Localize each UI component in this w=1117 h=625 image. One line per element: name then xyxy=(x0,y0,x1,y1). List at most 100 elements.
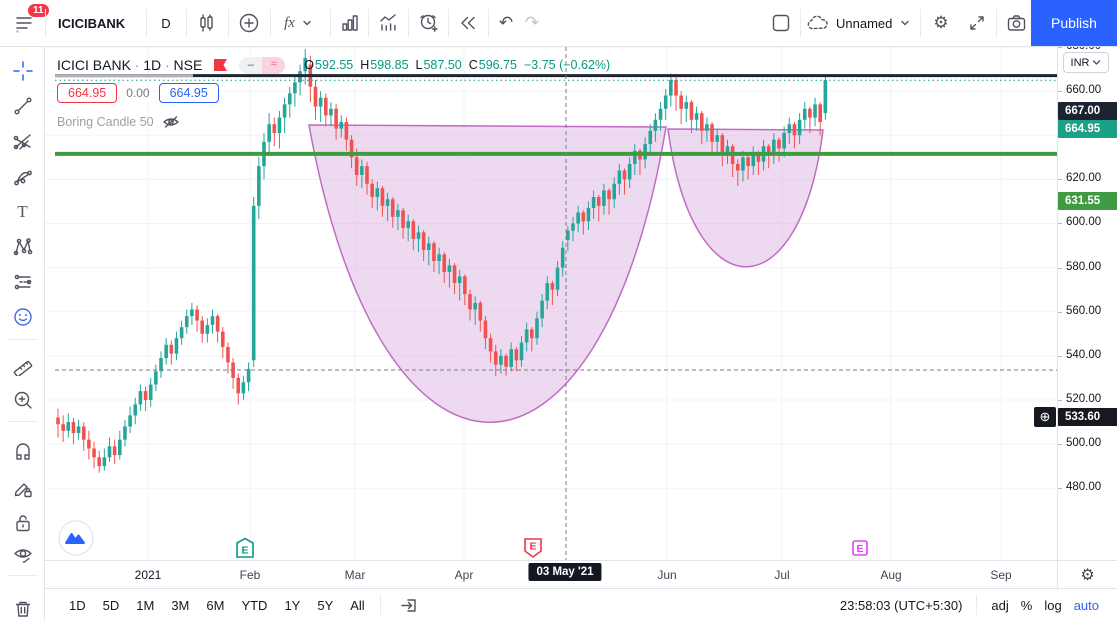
buy-button[interactable]: 664.95 xyxy=(158,83,219,103)
price-axis[interactable]: 700.00680.00660.00640.00620.00600.00580.… xyxy=(1057,47,1117,588)
range-button-ytd[interactable]: YTD xyxy=(241,597,268,613)
hide-drawings-button[interactable] xyxy=(4,539,41,571)
adjust-data-button[interactable]: adj xyxy=(991,597,1009,613)
clock[interactable]: 23:58:03 (UTC+5:30) xyxy=(839,597,963,613)
fx-icon: fx xyxy=(284,14,295,31)
alert-button[interactable] xyxy=(412,0,444,46)
legend-interval[interactable]: 1D xyxy=(143,57,162,73)
goto-date-button[interactable] xyxy=(392,593,426,617)
emoji-tool-button[interactable] xyxy=(4,301,41,333)
ruler-icon xyxy=(13,360,32,376)
rewind-icon xyxy=(461,16,475,30)
save-layout-button[interactable]: Unnamed xyxy=(806,0,918,46)
sell-button[interactable]: 664.95 xyxy=(57,83,118,103)
line-631-badge: 631.55 xyxy=(1058,192,1117,210)
replay-button[interactable] xyxy=(452,0,484,46)
time-label: Jul xyxy=(774,568,790,582)
notification-badge: 11 xyxy=(28,4,49,17)
range-button-5d[interactable]: 5D xyxy=(102,597,120,613)
auto-scale-button[interactable]: auto xyxy=(1073,597,1099,613)
range-button-all[interactable]: All xyxy=(350,597,365,613)
stay-drawing-mode-button[interactable] xyxy=(4,473,41,505)
change-value: −3.75 (−0.62%) xyxy=(523,58,611,72)
lock-drawings-button[interactable] xyxy=(4,507,41,539)
layout-button[interactable] xyxy=(764,0,798,46)
cup-and-handle-pattern xyxy=(308,124,824,423)
earnings-marker[interactable]: E xyxy=(520,535,546,560)
range-button-5y[interactable]: 5Y xyxy=(317,597,334,613)
time-label: 2021 xyxy=(134,568,162,582)
range-button-3m[interactable]: 3M xyxy=(171,597,190,613)
candles-icon xyxy=(200,14,213,32)
time-label: Feb xyxy=(239,568,261,582)
chevron-down-icon xyxy=(303,20,311,26)
earnings-marker[interactable]: E xyxy=(232,535,258,560)
log-scale-button[interactable]: log xyxy=(1044,597,1062,613)
redo-button[interactable]: ↷ xyxy=(524,13,540,32)
approx-icon: ≈ xyxy=(262,56,286,74)
price-chart[interactable] xyxy=(45,47,1057,560)
indicator-templates-button[interactable] xyxy=(372,0,404,46)
range-button-1m[interactable]: 1M xyxy=(136,597,155,613)
flag-icon[interactable] xyxy=(212,57,229,73)
undo-button[interactable]: ↶ xyxy=(498,13,514,32)
pattern-tool-button[interactable] xyxy=(4,231,41,263)
zoom-in-tool-button[interactable] xyxy=(4,385,41,417)
text-tool-button[interactable]: T xyxy=(17,202,28,221)
eye-off-icon[interactable] xyxy=(162,114,180,130)
candles xyxy=(56,49,828,473)
range-button-6m[interactable]: 6M xyxy=(206,597,225,613)
axis-settings-button[interactable]: ⚙ xyxy=(1057,560,1117,588)
fib-lines-icon xyxy=(13,134,31,150)
arc-tool-button[interactable] xyxy=(4,161,41,193)
time-label: Sep xyxy=(990,568,1012,582)
trend-line-tool-button[interactable] xyxy=(4,90,41,122)
crosshair-tool-button[interactable] xyxy=(4,55,41,87)
interval-button[interactable]: D xyxy=(161,15,171,31)
settings-button[interactable]: ⚙ xyxy=(933,13,949,32)
time-label: Aug xyxy=(880,568,902,582)
spread-value: 0.00 xyxy=(126,86,150,100)
crosshair-date-badge: 03 May '21 xyxy=(528,563,602,581)
earnings-marker[interactable]: E xyxy=(847,535,873,560)
remove-drawings-button[interactable] xyxy=(4,593,41,625)
time-axis[interactable]: 2021 Feb Mar Apr Jun Jul Aug Sep 03 May '21 xyxy=(45,560,1057,588)
symbol-search-button[interactable]: ICICIBANK xyxy=(58,15,126,31)
percent-scale-button[interactable]: % xyxy=(1020,597,1033,613)
hamburger-icon xyxy=(16,17,32,33)
publish-button[interactable]: Publish xyxy=(1031,0,1117,46)
crosshair xyxy=(55,47,1057,560)
ohlc-values: O 592.55 H 598.85 L 587.50 C 596.75 xyxy=(304,58,517,72)
gann-fib-tool-button[interactable] xyxy=(4,126,41,158)
prediction-tool-button[interactable] xyxy=(4,266,41,298)
main-menu-button[interactable]: 11 xyxy=(4,0,49,46)
compare-button[interactable] xyxy=(232,0,266,46)
parallel-lines-icon xyxy=(14,274,31,290)
bottom-toolbar: 1D 5D 1M 3M 6M YTD 1Y 5Y All 23:58:03 (UTC+5:30)… xyxy=(45,588,1117,621)
fullscreen-button[interactable] xyxy=(960,0,994,46)
magnet-icon xyxy=(15,443,30,460)
lock-icon xyxy=(15,515,30,532)
last-price-badge: 664.95 xyxy=(1058,120,1117,138)
magnet-mode-button[interactable] xyxy=(4,437,41,469)
layout-name: Unnamed xyxy=(836,15,893,31)
line-667-badge: 667.00 xyxy=(1058,102,1117,120)
chart-style-button[interactable] xyxy=(190,0,224,46)
chevron-down-icon xyxy=(901,20,910,26)
add-alert-plus-button[interactable]: ⊕ xyxy=(1034,407,1056,427)
indicators-button[interactable]: fx xyxy=(276,0,322,46)
chart-pane[interactable]: ⊕ E E E ICICI BANK · 1D · NSE – ≈ O 592.55 H 5… xyxy=(45,47,1057,560)
goto-date-icon xyxy=(401,599,416,612)
snapshot-button[interactable] xyxy=(1000,0,1032,46)
indicator-label[interactable]: Boring Candle 50 xyxy=(57,115,154,129)
range-button-1y[interactable]: 1Y xyxy=(284,597,301,613)
template-chart-icon xyxy=(380,14,396,31)
tradingview-logo[interactable] xyxy=(57,519,95,560)
smiley-icon xyxy=(13,308,32,326)
market-status-toggle[interactable]: – ≈ xyxy=(239,56,286,74)
range-button-1d[interactable]: 1D xyxy=(69,597,86,613)
symbol-title[interactable]: ICICI BANK xyxy=(57,57,131,73)
financials-button[interactable] xyxy=(334,0,366,46)
currency-button[interactable]: INR xyxy=(1063,52,1109,73)
measure-tool-button[interactable] xyxy=(4,349,41,381)
